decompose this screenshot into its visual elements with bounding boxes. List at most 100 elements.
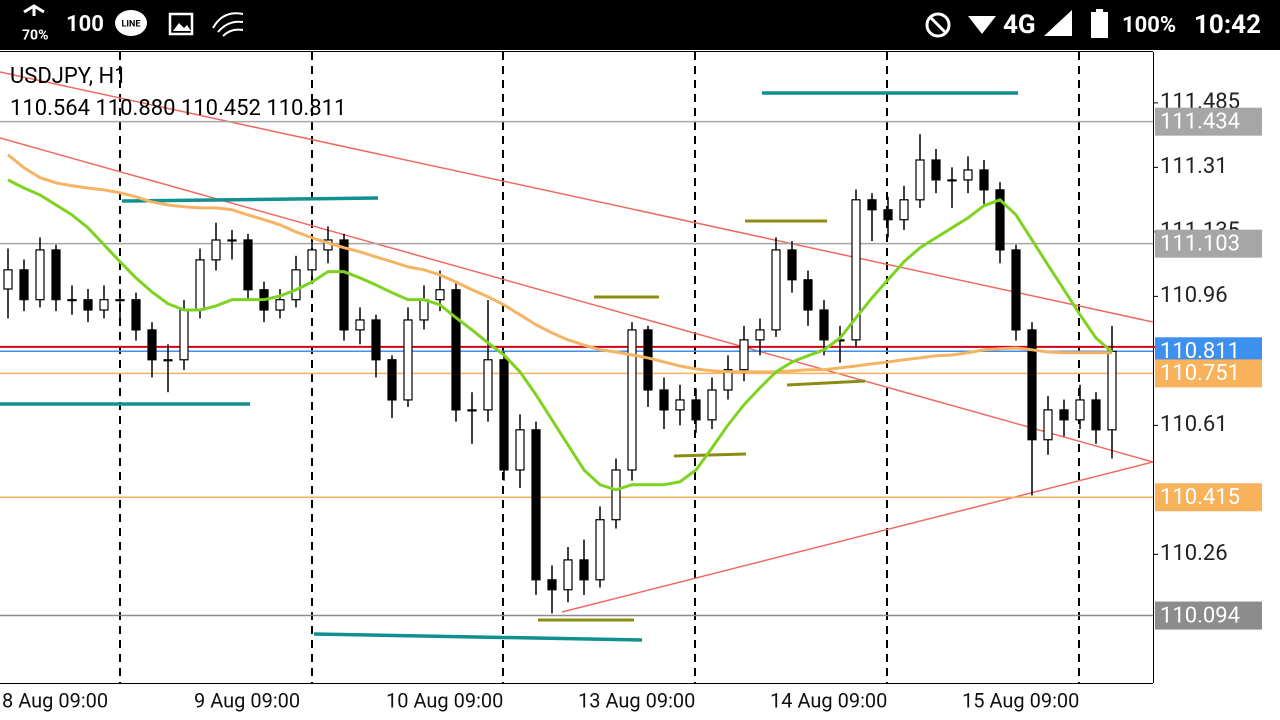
level bbox=[786, 379, 866, 387]
candle-body bbox=[787, 249, 797, 281]
dnd-icon bbox=[928, 15, 948, 35]
x-tick-label: 10 Aug 09:00 bbox=[386, 688, 503, 712]
candle-body bbox=[707, 389, 717, 421]
candles bbox=[3, 134, 1117, 614]
candle-body bbox=[131, 299, 141, 331]
clock: 10:42 bbox=[1194, 10, 1261, 40]
candle-body bbox=[739, 339, 749, 371]
candle-body bbox=[35, 249, 45, 301]
status-icons: 70% 100 LINE 4G 100% 10:42 bbox=[22, 4, 1261, 44]
x-tick-label: 14 Aug 09:00 bbox=[770, 688, 887, 712]
level bbox=[673, 452, 747, 458]
candle-body bbox=[179, 309, 189, 361]
candle-body bbox=[883, 209, 893, 221]
candle-body bbox=[595, 519, 605, 581]
candle-body bbox=[339, 239, 349, 331]
candle-body bbox=[355, 319, 365, 331]
candle-body bbox=[451, 289, 461, 411]
candle-body bbox=[515, 429, 525, 471]
x-tick-label: 15 Aug 09:00 bbox=[962, 688, 1079, 712]
candle-body bbox=[675, 399, 685, 411]
candle-body bbox=[803, 279, 813, 311]
price-label-box bbox=[1155, 601, 1262, 630]
candle-body bbox=[307, 249, 317, 271]
status-text: LINE bbox=[122, 19, 141, 29]
candle-body bbox=[291, 269, 301, 301]
candle-body bbox=[387, 359, 397, 401]
candle-body bbox=[931, 159, 941, 181]
y-tick-label: 110.96 bbox=[1160, 283, 1228, 308]
candle-body bbox=[99, 299, 109, 311]
app-icon bbox=[212, 12, 244, 37]
y-tick-label: 110.61 bbox=[1160, 412, 1228, 437]
price-label-box bbox=[1155, 229, 1262, 258]
candle-body bbox=[499, 359, 509, 471]
day-separators bbox=[119, 52, 1080, 683]
candle-body bbox=[915, 159, 925, 201]
candle-body bbox=[851, 199, 861, 341]
candle-body bbox=[467, 409, 477, 412]
image-icon bbox=[173, 23, 191, 31]
candle-body bbox=[371, 319, 381, 361]
levels bbox=[538, 219, 866, 622]
moving-averages bbox=[7, 153, 1113, 492]
price-label: 110.415 bbox=[1160, 485, 1240, 510]
price-label: 111.103 bbox=[1160, 231, 1240, 256]
status-text: 100 bbox=[66, 12, 104, 37]
candle-body bbox=[483, 359, 493, 411]
battery-icon bbox=[1091, 12, 1108, 38]
trend-line bbox=[561, 461, 1153, 613]
x-tick-label: 13 Aug 09:00 bbox=[578, 688, 695, 712]
candle-body bbox=[819, 309, 829, 341]
weather-icon bbox=[23, 4, 45, 16]
candle-body bbox=[227, 239, 237, 242]
x-tick-label: 8 Aug 09:00 bbox=[2, 688, 108, 712]
candle-body bbox=[979, 169, 989, 191]
price-label-box bbox=[1155, 107, 1262, 136]
candle-body bbox=[611, 469, 621, 521]
axis-labels: 111.485111.31111.135110.96110.61110.2611… bbox=[2, 90, 1262, 712]
candle-body bbox=[163, 359, 173, 362]
candle-body bbox=[83, 299, 93, 311]
y-tick-label: 110.26 bbox=[1160, 541, 1228, 566]
candle-body bbox=[435, 289, 445, 301]
candle-body bbox=[403, 319, 413, 401]
candle-body bbox=[51, 249, 61, 301]
candle-body bbox=[771, 249, 781, 331]
candle-body bbox=[1043, 409, 1053, 441]
candle-body bbox=[1027, 329, 1037, 441]
candle-body bbox=[211, 239, 221, 261]
candle-body bbox=[147, 329, 157, 361]
drawings bbox=[0, 71, 1153, 642]
price-label-box bbox=[1155, 359, 1262, 388]
price-label: 111.434 bbox=[1160, 109, 1240, 134]
price-label: 110.751 bbox=[1160, 361, 1240, 386]
y-tick-label: 111.31 bbox=[1160, 154, 1228, 179]
levels bbox=[0, 91, 1018, 642]
candle-body bbox=[691, 399, 701, 421]
candle-body bbox=[243, 239, 253, 291]
candle-body bbox=[195, 259, 205, 311]
candle-body bbox=[867, 199, 877, 211]
price-label: 110.094 bbox=[1160, 603, 1240, 628]
line-icon bbox=[115, 10, 147, 36]
image-icon bbox=[168, 12, 194, 36]
trend-line bbox=[0, 137, 1153, 463]
wifi-icon bbox=[968, 16, 996, 34]
chart-title: USDJPY, H1 bbox=[10, 64, 127, 89]
status-text: 70% bbox=[22, 28, 48, 44]
ohlc-readout: 110.564 110.880 110.452 110.811 bbox=[10, 96, 346, 121]
candle-body bbox=[963, 169, 973, 181]
candle-body bbox=[755, 329, 765, 341]
candle-body bbox=[275, 299, 285, 311]
candle-body bbox=[531, 429, 541, 581]
candle-body bbox=[995, 189, 1005, 251]
candle-body bbox=[1075, 399, 1085, 421]
level bbox=[121, 196, 379, 203]
level bbox=[313, 632, 643, 642]
candle-body bbox=[1107, 350, 1117, 431]
x-tick-label: 9 Aug 09:00 bbox=[194, 688, 300, 712]
candle-body bbox=[563, 559, 573, 591]
candle-body bbox=[1091, 399, 1101, 431]
